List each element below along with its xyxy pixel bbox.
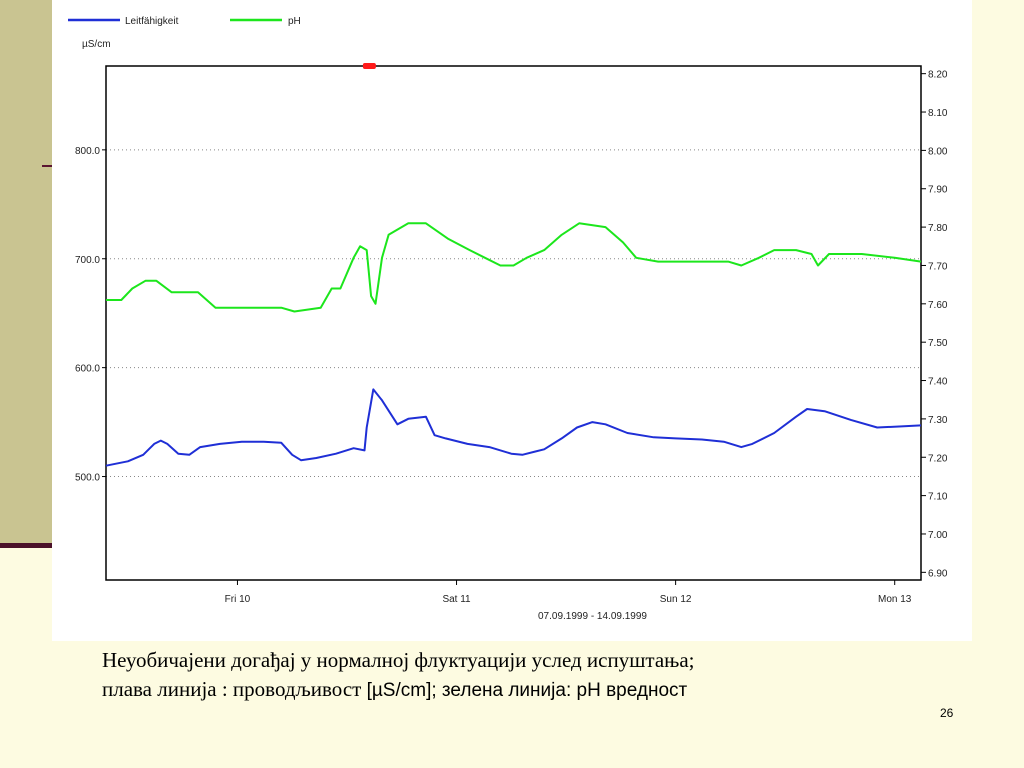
- left-tick-label-0: 500.0: [75, 473, 100, 484]
- right-tick-label-13: 8.20: [928, 70, 948, 81]
- grid-layer: [106, 149, 921, 478]
- caption-line-2: плава линија : проводљивост [µS/cm]; зел…: [102, 675, 962, 705]
- series-line-ph: [106, 222, 922, 313]
- chart-panel: 500.0 600.0 700.0 800.0 6.90 7.00 7.10 7.20 7.30…: [52, 0, 972, 641]
- slide-accent-rule-bottom: [0, 543, 52, 548]
- right-tick-label-3: 7.20: [928, 453, 948, 464]
- left-tick-label-3: 800.0: [75, 146, 100, 157]
- legend: Leitfähigkeit pH: [68, 16, 301, 27]
- right-tick-label-10: 7.90: [928, 185, 948, 196]
- event-marker: [362, 63, 376, 69]
- x-tick-label-3: Mon 13: [878, 594, 912, 605]
- conductivity-ph-chart: 500.0 600.0 700.0 800.0 6.90 7.00 7.10 7.20 7.30…: [68, 16, 948, 622]
- series-layer: [105, 222, 922, 467]
- plot-area-frame: [105, 65, 922, 581]
- right-tick-label-8: 7.70: [928, 261, 948, 272]
- right-tick-label-6: 7.50: [928, 338, 948, 349]
- right-tick-label-4: 7.30: [928, 415, 948, 426]
- legend-label-conductivity: Leitfähigkeit: [125, 16, 179, 27]
- slide-number: 26: [940, 706, 954, 720]
- slide-accent-rule-top: [42, 165, 52, 167]
- legend-label-ph: pH: [288, 16, 301, 27]
- left-axis-unit: µS/cm: [82, 39, 111, 50]
- right-tick-label-2: 7.10: [928, 492, 948, 503]
- x-tick-label-1: Sat 11: [442, 594, 471, 605]
- right-tick-label-7: 7.60: [928, 300, 948, 311]
- left-tick-label-2: 700.0: [75, 255, 100, 266]
- x-tick-label-0: Fri 10: [225, 594, 251, 605]
- slide-left-band: [0, 0, 52, 545]
- x-tick-label-2: Sun 12: [660, 594, 692, 605]
- series-line-conductivity: [105, 388, 922, 467]
- right-tick-label-5: 7.40: [928, 377, 948, 388]
- right-tick-label-9: 7.80: [928, 223, 948, 234]
- left-tick-label-1: 600.0: [75, 364, 100, 375]
- right-tick-label-1: 7.00: [928, 530, 948, 541]
- right-tick-label-11: 8.00: [928, 146, 948, 157]
- caption-line-2-sans: [µS/cm]; зелена линија: pH вредност: [366, 680, 688, 701]
- right-tick-label-12: 8.10: [928, 108, 948, 119]
- caption-line-1: Неуобичајени догађај у нормалној флуктуа…: [102, 648, 695, 672]
- ticks-layer: 500.0 600.0 700.0 800.0 6.90 7.00 7.10 7.20 7.30…: [75, 70, 948, 605]
- x-axis-date-range: 07.09.1999 - 14.09.1999: [538, 611, 647, 622]
- slide-caption: Неуобичајени догађај у нормалној флуктуа…: [102, 646, 962, 705]
- right-tick-label-0: 6.90: [928, 568, 948, 579]
- caption-line-2-serif: плава линија : проводљивост: [102, 677, 367, 701]
